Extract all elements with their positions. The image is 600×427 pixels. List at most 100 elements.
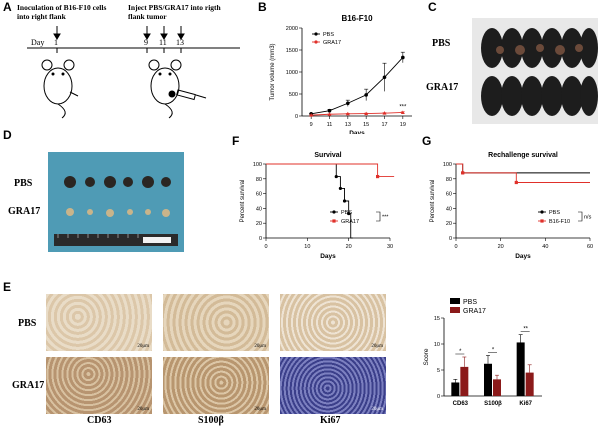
curve-marker <box>338 186 342 191</box>
x-tick-label: 40 <box>542 244 548 250</box>
y-tick-label: 60 <box>446 192 452 198</box>
scale-bar-label: 20μm <box>137 407 149 412</box>
data-point <box>401 55 405 60</box>
data-point <box>346 101 350 106</box>
row-label-gra17: GRA17 <box>12 380 45 391</box>
tumor-volume-chart: B16-F10 0 500 1000 1500 2000 9 11 13 15 17 19 Days Tu… <box>270 14 412 134</box>
curve-marker <box>347 211 351 216</box>
bar-PBS <box>484 363 492 396</box>
legend-label: GRA17 <box>463 308 486 315</box>
y-tick-label: 40 <box>256 206 262 212</box>
micrograph-gra17-s100b: 20μm <box>163 357 269 414</box>
data-point <box>364 111 369 116</box>
legend-marker <box>540 219 544 223</box>
x-tick-label: 17 <box>381 122 387 128</box>
legend-label: PBS <box>323 32 334 38</box>
y-tick-label: 100 <box>253 162 262 168</box>
data-point <box>345 111 350 116</box>
y-tick-label: 0 <box>437 394 440 400</box>
significance-label: *** <box>382 215 389 221</box>
x-tick-label: CD63 <box>453 401 469 407</box>
data-point <box>382 111 387 115</box>
micrograph-gra17-cd63: 20μm <box>46 357 152 414</box>
col-label-s100b: S100β <box>198 415 224 426</box>
survival-curve-PBS <box>456 163 590 174</box>
tumor-photo <box>48 152 184 252</box>
x-tick-label: 11 <box>327 122 333 128</box>
x-axis-label: Days <box>320 253 336 260</box>
y-tick-label: 100 <box>443 162 452 168</box>
chart-title: Rechallenge survival <box>488 152 558 159</box>
y-tick-label: 20 <box>446 221 452 227</box>
tumor-photo-art <box>48 152 184 252</box>
y-tick-label: 20 <box>256 221 262 227</box>
y-axis-label: Percent survival <box>240 180 246 223</box>
y-axis-label: Percent survival <box>430 180 436 223</box>
inoculation-text: Inoculation of B16-F10 cells into right … <box>17 3 107 21</box>
photo-label-gra17: GRA17 <box>426 82 459 93</box>
panel-label-e: E <box>3 280 12 294</box>
rechallenge-survival-chart: Rechallenge survival 0 20 40 60 80 100 0 20 40 60 D… <box>430 152 593 260</box>
series-line-GRA17 <box>311 112 403 116</box>
survival-curve-PBS <box>266 163 353 239</box>
day-9: 9 <box>144 38 148 47</box>
y-tick-label: 40 <box>446 206 452 212</box>
injection-text: Inject PBS/GRA17 into rigth flank tumor <box>128 3 221 21</box>
legend-marker <box>332 219 336 223</box>
significance-bracket <box>578 211 583 222</box>
legend-label: PBS <box>549 210 560 216</box>
col-label-ki67: Ki67 <box>320 415 341 426</box>
scale-bar-label: 20μm <box>137 344 149 349</box>
x-tick-label: 9 <box>310 122 313 128</box>
day-label: Day <box>31 38 45 47</box>
y-tick-label: 0 <box>449 236 452 242</box>
bar-PBS <box>516 342 525 396</box>
significance-label: n/s <box>584 215 592 221</box>
y-tick-label: 500 <box>289 92 298 98</box>
chart-title: B16-F10 <box>341 14 373 23</box>
x-tick-label: 60 <box>587 244 593 250</box>
mice-photo <box>472 18 598 124</box>
y-axis-label: Score <box>423 348 430 365</box>
micrograph-pbs-cd63: 20μm <box>46 294 152 351</box>
panel-label-g: G <box>422 134 432 148</box>
legend-marker <box>314 32 318 36</box>
col-label-cd63: CD63 <box>87 415 112 426</box>
panel-label-d: D <box>3 128 12 142</box>
data-point <box>327 112 332 116</box>
legend-label: PBS <box>463 299 477 306</box>
y-tick-label: 0 <box>259 236 262 242</box>
legend-label: GRA17 <box>323 40 341 46</box>
mouse-illustration-2 <box>148 59 207 119</box>
scale-bar-label: 20μm <box>371 407 383 412</box>
legend-label: B16-F10 <box>549 219 570 225</box>
y-tick-label: 2000 <box>286 26 298 32</box>
y-tick-label: 60 <box>256 192 262 198</box>
y-axis-label: Tumor volume (mm3) <box>270 43 276 100</box>
curve-marker <box>376 174 380 179</box>
x-tick-label: S100β <box>484 401 502 407</box>
bar-GRA17 <box>460 366 469 396</box>
x-tick-label: 20 <box>346 244 352 250</box>
legend-marker <box>540 210 544 214</box>
data-point <box>400 110 405 114</box>
x-tick-label: 15 <box>363 122 369 128</box>
series-line-PBS <box>311 57 404 115</box>
panel-label-c: C <box>428 0 437 14</box>
x-tick-label: 19 <box>400 122 406 128</box>
data-point <box>327 108 332 113</box>
significance-label: * <box>492 347 495 353</box>
row-label-pbs: PBS <box>18 318 37 329</box>
y-tick-label: 1000 <box>286 70 298 76</box>
x-tick-label: 0 <box>454 244 457 250</box>
bar-GRA17 <box>493 379 501 396</box>
day-1: 1 <box>54 38 58 47</box>
mice-photo-art <box>472 18 598 124</box>
x-tick-label: 30 <box>387 244 393 250</box>
legend-swatch <box>450 307 460 313</box>
x-tick-label: Ki67 <box>519 401 532 407</box>
tumor-label-pbs: PBS <box>14 178 33 189</box>
survival-curve-GRA17 <box>266 163 395 178</box>
curve-marker <box>461 171 465 175</box>
scale-bar-label: 20μm <box>254 344 266 349</box>
